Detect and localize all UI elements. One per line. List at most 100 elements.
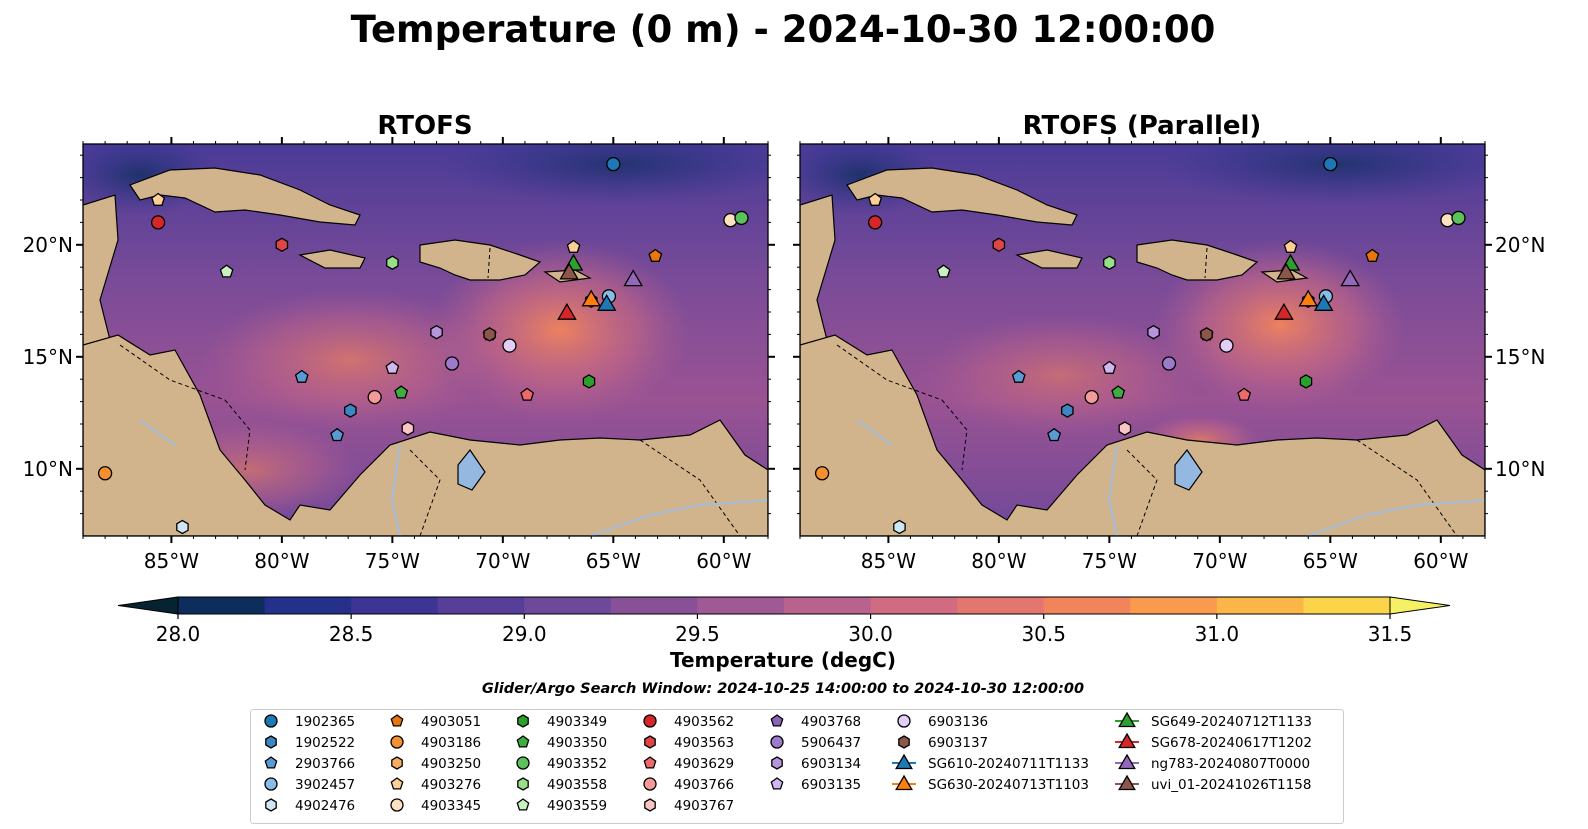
legend-entry: 4903051 (390, 714, 481, 730)
lon-tick-label: 75°W (365, 549, 420, 573)
observation-marker (385, 360, 400, 374)
lon-tick-label: 70°W (1192, 549, 1247, 573)
legend-marker (265, 735, 277, 749)
legend-label: 4903563 (674, 735, 734, 751)
lon-tick-label: 60°W (696, 549, 751, 573)
observation-marker (1340, 269, 1361, 287)
legend-marker (390, 714, 404, 727)
observations (814, 157, 1466, 535)
observation-marker (97, 466, 113, 481)
observation-marker (330, 427, 345, 442)
observation-marker (430, 324, 443, 340)
lon-tick-label: 80°W (971, 549, 1026, 573)
warm-eddy (920, 315, 1200, 435)
legend-marker (895, 774, 913, 791)
colorbar-segment (1043, 597, 1131, 614)
legend-entry: 4903562 (643, 714, 734, 730)
legend-label: 4903352 (547, 756, 607, 772)
lon-tick-label: 85°W (144, 549, 199, 573)
legend-marker (1118, 774, 1136, 791)
legend-label: 4903562 (674, 714, 734, 730)
colorbar-segment (784, 597, 872, 614)
legend-marker (516, 798, 530, 811)
colorbar-extend-low (117, 596, 179, 615)
legend: 1902365 1902522 2903766 3902457 4902476 49030… (250, 709, 1344, 824)
colorbar-segment (1130, 597, 1218, 614)
observation-marker (176, 519, 189, 535)
legend-marker (770, 735, 784, 749)
colorbar-tick-label: 29.5 (675, 622, 720, 646)
legend-entry: 4903558 (517, 777, 607, 793)
observation-marker (444, 356, 460, 371)
observation-marker (557, 302, 577, 320)
legend-marker (265, 798, 277, 812)
legend-label: 6903134 (801, 756, 861, 772)
colorbar-label: Temperature (degC) (670, 648, 896, 672)
legend-marker (771, 756, 783, 770)
rivers (856, 419, 1485, 536)
legend-marker (1118, 711, 1136, 728)
legend-label: 4903629 (674, 756, 734, 772)
colorbar-segment (351, 597, 439, 614)
observation-marker (1298, 289, 1319, 307)
panel-title-rtofs-parallel: RTOFS (Parallel) (1023, 111, 1262, 141)
figure-title: Temperature (0 m) - 2024-10-30 12:00:00 (351, 8, 1216, 51)
observation-marker (1084, 389, 1099, 405)
colorbar-segment (437, 597, 525, 614)
legend-entry: 6903137 (898, 735, 988, 751)
legend-label: uvi_01-20241026T1158 (1151, 777, 1311, 793)
observation-marker (1147, 324, 1160, 340)
colorbar-tick-label: 30.5 (1021, 622, 1066, 646)
legend-marker (516, 735, 530, 748)
observation-marker (1237, 387, 1252, 401)
lon-tick-label: 85°W (861, 549, 916, 573)
legend-entry: 4903563 (644, 735, 734, 751)
observation-marker (367, 389, 382, 405)
map-panel-rtofs-parallel: 85°W 80°W 75°W 70°W 65°W 60°W 20°N 15°N 10°N (793, 137, 1545, 573)
observation-marker (150, 215, 166, 230)
observation-marker (582, 374, 596, 389)
lon-tick-label: 60°W (1413, 549, 1468, 573)
colorbar-segment (697, 597, 785, 614)
legend-label: 4903250 (421, 756, 481, 772)
legend-marker (643, 777, 657, 791)
legend-label: 4903051 (421, 714, 481, 730)
map-frame (82, 143, 769, 537)
legend-label: 4903345 (421, 798, 481, 814)
legend-label: SG630-20240713T1103 (928, 777, 1089, 793)
legend-entry: 4903766 (643, 777, 734, 793)
legend-marker (643, 756, 657, 769)
lat-tick-label: 20°N (23, 233, 73, 257)
legend-marker (264, 756, 278, 769)
legend-marker (895, 753, 913, 770)
legend-label: 1902522 (295, 735, 355, 751)
observation-marker (868, 192, 883, 206)
legend-label: 5906437 (801, 735, 861, 751)
legend-label: SG610-20240711T1133 (928, 756, 1089, 772)
legend-entry: 1902522 (265, 735, 355, 751)
observation-marker (936, 264, 951, 278)
colorbar-tick-label: 28.0 (156, 622, 201, 646)
map-axes: 85°W 80°W 75°W 70°W 65°W 60°W 20°N 15°N 10°N (793, 137, 1545, 573)
observation-marker (1200, 327, 1213, 342)
map-panel-rtofs: 85°W 80°W 75°W 70°W 65°W 60°W 20°N 15°N 10°N (23, 137, 775, 573)
observation-marker (596, 294, 617, 311)
legend-entry: 4903768 (770, 714, 861, 730)
observation-marker (1161, 356, 1177, 371)
legend-entry: 3902457 (264, 777, 355, 793)
legend-label: 3902457 (295, 777, 355, 793)
cold-edge (440, 144, 768, 205)
observation-marker (502, 338, 517, 353)
observation-marker (581, 289, 602, 307)
observation-marker (566, 239, 581, 253)
observation-marker (606, 157, 621, 172)
cold-edge (1160, 144, 1485, 205)
observation-marker (1451, 210, 1466, 226)
legend-marker (517, 777, 529, 791)
observation-marker (1118, 421, 1132, 436)
colorbar-tick-label: 29.0 (502, 622, 547, 646)
map-frame (799, 143, 1486, 537)
legend-entry: 6903134 (771, 756, 861, 772)
legend-label: 4903558 (547, 777, 607, 793)
